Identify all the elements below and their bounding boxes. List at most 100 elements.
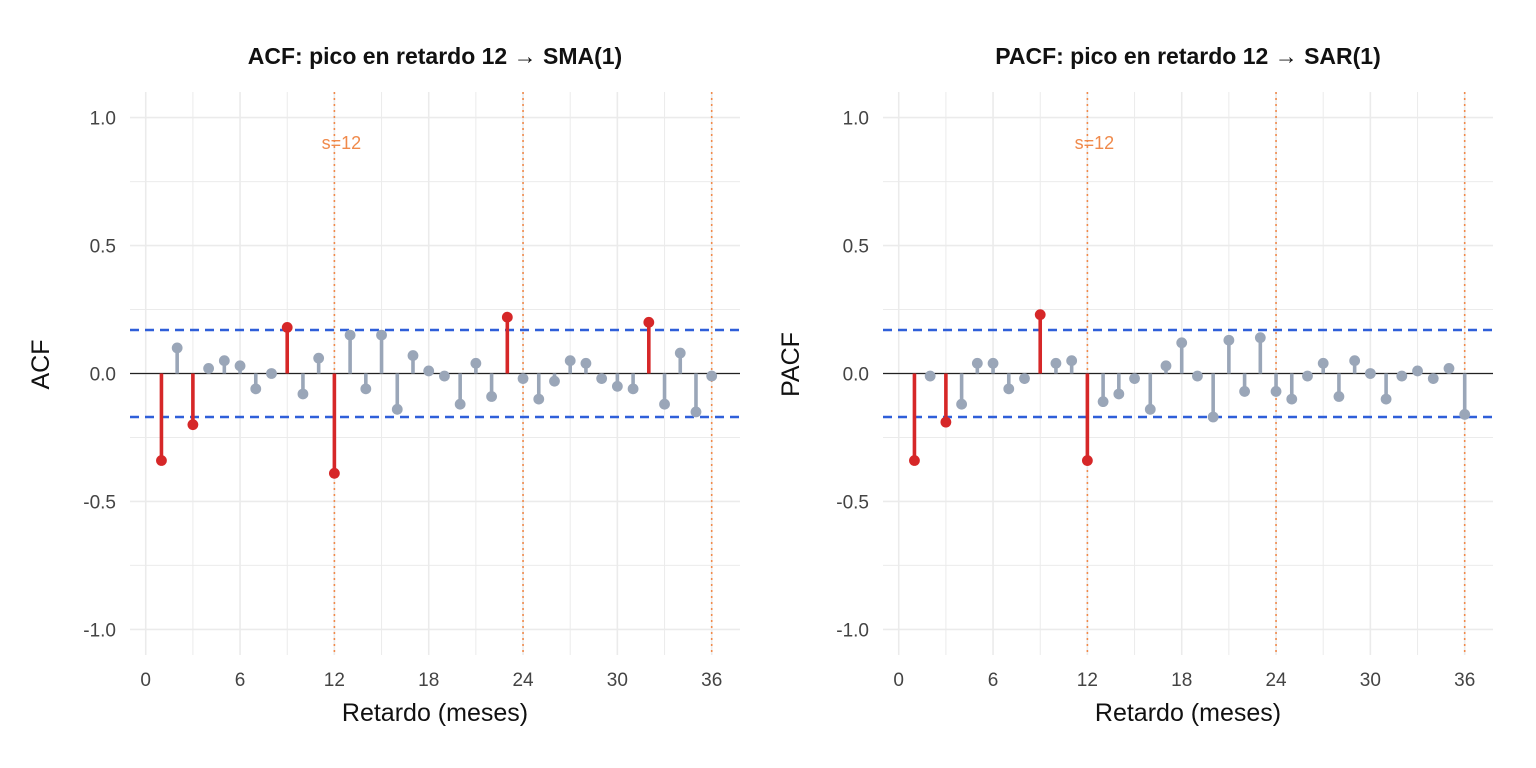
lag-point [956,398,968,410]
acf-panel: s=12 1.0 0.5 0.0 -0.5 -1.0 0 6 12 18 24 30 36 ACF: pi… [27,43,740,727]
lag-point [1459,409,1471,420]
lag-point [706,370,718,382]
lag-point [297,388,309,400]
lag-point [690,406,702,418]
x-tick-label: 24 [1265,670,1287,691]
pacf-panel: s=12 1.0 0.5 0.0 -0.5 -1.0 0 6 12 18 24 30 36 PACF: p… [777,43,1493,727]
lag-point [266,368,277,379]
lag-point [971,357,983,369]
y-tick-label: 0.5 [843,237,869,258]
lag-point [391,403,403,415]
lag-point [1270,386,1282,397]
lag-point [328,467,340,479]
lag-point [156,455,167,466]
lag-point [1317,357,1329,369]
lag-point [1302,370,1313,382]
y-tick-label: 0.0 [843,365,869,386]
y-tick-label: 1.0 [843,109,869,130]
lag-point [564,355,576,367]
lag-point [250,383,262,395]
lag-point [1192,370,1203,382]
lag-point [313,352,325,364]
lag-point [1364,368,1376,379]
lag-point [1034,309,1046,321]
lag-point [1176,337,1188,349]
lag-point [1207,411,1219,423]
lag-point [627,383,639,395]
lag-point [234,360,246,372]
x-axis-title: Retardo (meses) [1095,699,1281,727]
lag-point [1286,393,1298,405]
x-tick-label: 0 [140,670,151,691]
chart-title: ACF: pico en retardo 12 → SMA(1) [248,43,622,69]
x-tick-label: 30 [1360,670,1381,691]
lag-point [218,355,230,367]
lag-point [376,329,387,341]
x-tick-label: 6 [235,670,246,691]
lag-point [924,370,936,382]
seasonal-label: s=12 [1075,133,1115,153]
lag-point [439,370,450,382]
y-tick-label: -1.0 [836,620,869,641]
lag-point [987,357,999,369]
lag-point [517,373,529,385]
lag-point [643,316,655,328]
lag-point [407,350,419,361]
y-tick-label: -1.0 [83,620,116,641]
lag-point [1443,362,1455,374]
x-axis-title: Retardo (meses) [342,699,528,727]
x-tick-label: 36 [701,670,722,691]
lag-point [1144,403,1156,415]
x-tick-label: 18 [418,670,439,691]
y-tick-label: -0.5 [83,492,116,513]
lag-point [533,393,545,405]
lag-point [1097,396,1109,408]
lag-point [281,322,293,333]
y-tick-label: -0.5 [836,492,869,513]
lag-point [596,373,608,385]
lag-point [344,329,356,341]
lag-point [659,398,670,410]
x-tick-label: 18 [1171,670,1192,691]
lag-point [1380,393,1392,405]
x-tick-label: 36 [1454,670,1475,691]
lag-point [1396,370,1408,382]
x-tick-label: 6 [988,670,999,691]
lag-point [454,398,466,410]
lag-point [1333,391,1345,402]
lag-point [1003,383,1015,395]
lag-point [1113,388,1125,400]
lag-point [611,380,623,392]
lag-point [1427,373,1439,385]
lag-point [423,365,435,377]
lag-point [1129,373,1140,385]
lag-point [203,362,215,374]
y-tick-label: 1.0 [90,109,116,130]
y-tick-label: 0.0 [90,365,116,386]
lag-point [1349,355,1361,367]
lag-point [674,347,686,359]
lag-point [940,416,952,428]
lag-point [1081,455,1093,466]
x-tick-label: 24 [512,670,534,691]
lag-point [1160,360,1172,372]
lag-point [909,455,920,466]
lag-point [486,391,497,402]
lag-point [1019,373,1030,385]
y-axis-title: PACF [777,332,805,397]
seasonal-label: s=12 [322,133,362,153]
lag-point [1223,334,1235,346]
lag-point [1412,365,1423,377]
lag-point [501,311,513,323]
lag-point [549,375,560,387]
lag-point [1239,386,1250,397]
x-tick-label: 12 [1077,670,1098,691]
x-tick-label: 12 [324,670,345,691]
lag-point [1050,357,1062,369]
lag-point [171,342,183,354]
x-tick-label: 0 [893,670,904,691]
chart-title: PACF: pico en retardo 12 → SAR(1) [995,43,1381,69]
x-tick-label: 30 [607,670,628,691]
y-axis-title: ACF [27,340,55,390]
